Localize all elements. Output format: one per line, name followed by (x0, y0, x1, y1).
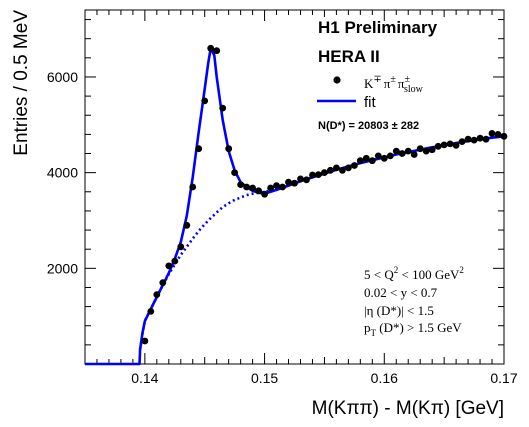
data-point (261, 190, 268, 198)
data-point (428, 146, 436, 154)
data-point (183, 221, 191, 229)
y-tick-label: 4000 (47, 165, 78, 181)
data-point (201, 97, 209, 105)
data-point (368, 157, 376, 165)
data-point (398, 150, 406, 157)
legend-data-marker (333, 76, 341, 84)
series-background-line (138, 188, 277, 350)
data-point (404, 147, 412, 155)
data-point (231, 169, 239, 177)
plot-frame (84, 9, 505, 365)
cut-eta: |η (D*)| < 1.5 (364, 303, 434, 318)
data-point (213, 47, 221, 55)
legend: K∓ π± π± slow fit N(D*) = 20803 ± 282 (317, 74, 424, 132)
data-point (345, 164, 352, 172)
data-point (153, 291, 161, 298)
legend-n-label: N(D*) = 20803 ± 282 (318, 120, 419, 132)
data-point (464, 135, 472, 143)
data-point (159, 279, 167, 287)
y-tick-label: 2000 (47, 260, 78, 276)
data-point (470, 136, 478, 144)
data-point (500, 132, 508, 140)
data-point (189, 183, 197, 191)
axis-ticks (84, 10, 505, 364)
x-tick-label: 0.17 (490, 370, 517, 386)
data-point (339, 166, 346, 174)
data-point (165, 262, 173, 270)
tick-labels: 0.14 0.15 0.16 0.17 2000 4000 6000 (47, 69, 518, 386)
data-point (362, 154, 370, 162)
background-fit-layer (138, 188, 277, 350)
data-point (297, 175, 304, 183)
y-tick-label: 6000 (47, 69, 78, 85)
fit-curve-layer (85, 47, 505, 366)
data-point (303, 176, 310, 184)
data-point (285, 178, 292, 186)
cut-y: 0.02 < y < 0.7 (364, 285, 438, 300)
data-point (243, 183, 251, 191)
cut-q2: 5 < Q2 < 100 GeV2 (364, 265, 464, 282)
data-point (279, 183, 286, 191)
data-point (225, 145, 233, 153)
data-point (356, 157, 364, 165)
data-point (422, 147, 430, 155)
data-point (147, 308, 155, 315)
x-tick-label: 0.14 (131, 370, 158, 386)
data-point (195, 145, 203, 153)
data-point (392, 147, 400, 155)
data-point (255, 187, 262, 195)
data-points-layer (141, 44, 508, 345)
data-point (315, 171, 322, 179)
data-point (249, 184, 256, 192)
data-point (171, 257, 179, 265)
cuts-annotation: 5 < Q2 < 100 GeV2 0.02 < y < 0.7 |η (D*)… (364, 265, 464, 338)
data-point (458, 138, 466, 146)
data-point (476, 134, 484, 142)
data-point (488, 130, 496, 137)
data-point (219, 104, 227, 112)
data-point (482, 135, 490, 143)
x-tick-label: 0.16 (371, 370, 398, 386)
data-point (351, 162, 358, 169)
data-point (386, 152, 394, 160)
x-tick-label: 0.15 (251, 370, 278, 386)
cut-pt: pT (D*) > 1.5 GeV (364, 320, 462, 338)
data-point (267, 184, 274, 192)
series-fit-line (85, 47, 505, 366)
data-point (446, 140, 454, 148)
x-axis-label: M(Kππ) - M(Kπ) [GeV] (312, 398, 504, 419)
data-point (333, 164, 340, 172)
data-point (374, 152, 382, 160)
data-point (177, 243, 185, 251)
data-point (237, 181, 245, 189)
data-point (207, 44, 215, 52)
data-point (141, 337, 149, 345)
data-point (434, 142, 442, 150)
data-point (494, 131, 502, 138)
data-point (273, 182, 280, 190)
data-point (380, 154, 388, 162)
data-point (416, 145, 424, 153)
data-point (321, 169, 328, 177)
data-point (291, 179, 298, 187)
legend-data-label: K∓ π± π± slow (364, 74, 424, 95)
data-point (452, 142, 460, 149)
data-point (410, 151, 418, 158)
y-axis-label: Entries / 0.5 MeV (11, 10, 32, 156)
legend-fit-label: fit (364, 94, 377, 111)
data-point (327, 166, 334, 174)
data-point (440, 141, 448, 149)
data-point (309, 171, 316, 179)
chart-subtitle: HERA II (318, 47, 380, 66)
plot-border (84, 9, 505, 365)
chart-title: H1 Preliminary (318, 18, 438, 37)
